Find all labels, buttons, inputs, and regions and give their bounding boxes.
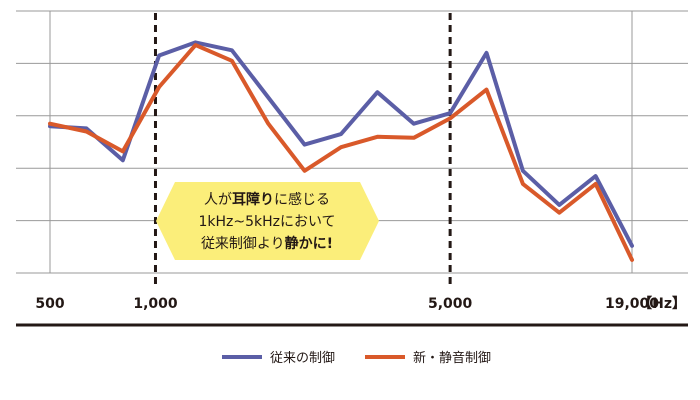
series-0-point [49,125,51,127]
series-1-point [595,183,597,185]
series-1-point [376,136,378,138]
series-0-point [304,144,306,146]
x-unit-label: 【Hz】 [638,296,686,312]
callout-box: 人が耳障りに感じる 1kHz~5kHzにおいて 従来制御より静かに! [156,182,379,260]
series-1-point [449,117,451,119]
callout-shape [156,182,379,260]
highlight-lines [153,13,452,286]
callout-line-3: 従来制御より静かに! [201,235,333,252]
callout-line-2: 1kHz~5kHzにおいて [198,214,335,230]
legend-label-1: 新・静音制御 [413,350,491,366]
series-0-point [486,52,487,54]
series-1-point [413,137,415,139]
series-0-point [340,133,342,135]
series-0-point [558,204,560,206]
x-tick-labels: 500 1,000 5,000 19,000【Hz】 [35,296,686,312]
series-0-point [231,49,233,51]
series-0-point [631,245,633,247]
x-tick-label: 5,000 [428,296,473,312]
grid-layer [16,10,688,274]
series-0-point [376,91,378,93]
series-1-point [158,86,160,88]
series-1-point [340,146,342,148]
series-1-point [522,183,524,185]
series-0-point [85,127,87,129]
series-0-point [522,170,524,172]
series-0-point [122,159,124,161]
series-1-point [304,170,306,172]
x-tick-label: 500 [35,296,64,312]
series-1-point [195,44,196,46]
x-tick-label: 19,000 [605,296,659,312]
series-0-point [449,112,451,114]
series-1-point [122,150,124,152]
legend: 従来の制御 新・静音制御 [222,350,491,366]
series-0-point [595,175,597,177]
series-0-point [195,41,196,43]
legend-label-0: 従来の制御 [270,351,335,366]
series-0-point [413,123,415,125]
series-1-point [231,60,233,62]
series-1-point [267,123,269,125]
series-0-point [158,55,160,57]
series-layer [48,40,634,262]
series-1-point [49,123,51,125]
callout-line-1: 人が耳障りに感じる [204,191,330,208]
series-1-point [486,89,487,91]
series-1-point [631,259,633,261]
x-tick-label: 1,000 [133,296,178,312]
series-1-point [558,212,560,214]
series-1-point [85,131,87,133]
series-0-point [267,96,269,98]
